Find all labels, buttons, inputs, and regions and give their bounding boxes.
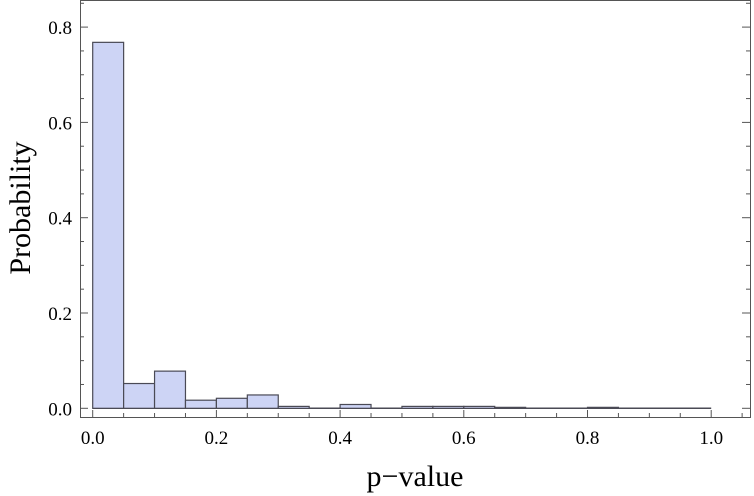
y-tick-label: 0.8 xyxy=(48,18,72,39)
x-tick-label: 0.2 xyxy=(205,428,229,449)
histogram-bar xyxy=(153,370,187,409)
y-tick-label: 0.2 xyxy=(48,304,72,325)
histogram-bar xyxy=(586,406,620,409)
histogram-bar xyxy=(494,406,527,409)
histogram-bar xyxy=(339,403,372,409)
histogram-bar xyxy=(92,41,125,409)
histogram-bar xyxy=(215,397,248,409)
x-axis-label: p−value xyxy=(367,460,464,493)
ticks: 0.0 0.2 0.4 0.6 0.8 1.0 0.0 0.2 0.4 0.6 0.8 xyxy=(48,2,750,449)
x-tick-label: 1.0 xyxy=(699,428,723,449)
bars xyxy=(92,41,712,410)
plot-frame xyxy=(80,0,751,418)
y-axis-label: Probability xyxy=(4,141,37,274)
x-tick-label: 0.4 xyxy=(328,428,352,449)
histogram-bar xyxy=(123,382,156,409)
histogram-bar xyxy=(463,405,496,409)
histogram-bar xyxy=(246,394,279,409)
histogram-bar xyxy=(277,405,310,409)
x-tick-label: 0.8 xyxy=(576,428,600,449)
y-tick-label: 0.0 xyxy=(48,399,72,420)
histogram-bar xyxy=(401,405,434,409)
y-tick-label: 0.4 xyxy=(48,209,72,230)
x-tick-label: 0.0 xyxy=(81,428,105,449)
histogram-bar xyxy=(432,405,465,409)
x-tick-label: 0.6 xyxy=(452,428,476,449)
histogram-bar xyxy=(184,399,218,409)
y-tick-label: 0.6 xyxy=(48,113,72,134)
